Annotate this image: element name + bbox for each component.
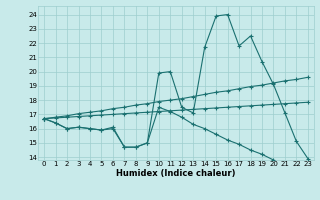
- X-axis label: Humidex (Indice chaleur): Humidex (Indice chaleur): [116, 169, 236, 178]
